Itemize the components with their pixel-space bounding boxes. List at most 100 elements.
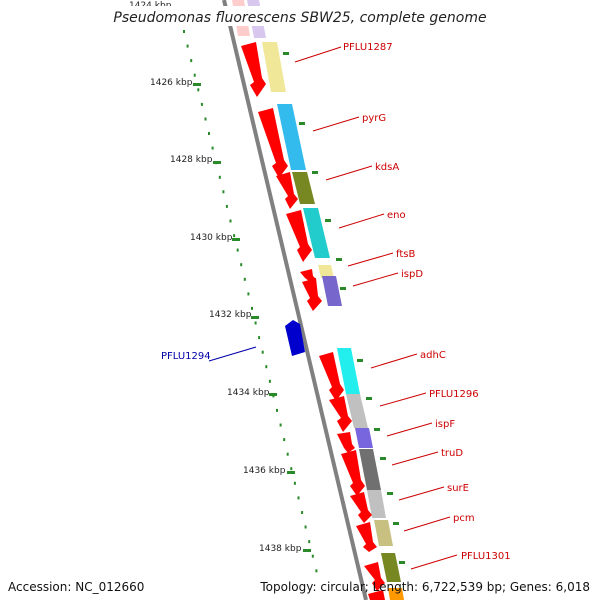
tick-dot [268,379,271,383]
tick-mark [232,238,240,241]
tick-dot [247,292,250,296]
cds-arrow-truD[interactable] [341,450,365,496]
cds-arrow-PFLU1294[interactable] [285,320,305,356]
callout-line [370,353,418,369]
tick-dot [301,511,304,514]
tick-mark [336,258,342,261]
forward-cds-track [232,0,385,600]
cds-arrow-surE[interactable] [350,492,372,523]
cog-band [381,553,401,582]
cds-arrow-PFLU1287[interactable] [241,42,266,97]
cds-arrow-ftsB[interactable] [300,269,316,281]
gene-label-surE[interactable]: surE [447,483,469,494]
cds-arrow-eno[interactable] [286,210,312,262]
tick-dot [293,481,296,485]
cds-arrow-pcm[interactable] [356,522,377,552]
cog-band [318,265,334,278]
tick-dot [208,132,210,135]
tick-dot [200,102,203,106]
gene-label-kdsA[interactable]: kdsA [375,162,399,173]
gene-label-PFLU1296[interactable]: PFLU1296 [429,389,479,400]
callout-line [410,554,458,570]
tick-mark [325,219,331,222]
title-block: Pseudomonas fluorescens SBW25, complete … [110,6,490,26]
tick-dot [254,321,257,325]
gene-label-eno[interactable]: eno [387,210,406,221]
cog-band [346,394,368,428]
tick-mark [283,52,289,55]
gene-label-PFLU1287[interactable]: PFLU1287 [343,42,393,53]
cds-arrow-ispF[interactable] [337,432,355,453]
tick-mark [251,316,259,319]
tick-dot [186,44,189,48]
cds-arrow-ispD[interactable] [302,278,322,311]
gene-label-PFLU1294[interactable]: PFLU1294 [161,351,211,362]
tick-dot [190,59,193,63]
callout-line [347,252,394,267]
tick-dot [204,117,207,121]
callout-line [403,516,451,532]
callout-line [312,116,360,132]
callout-line [398,486,445,501]
reverse-cds-track [285,320,305,356]
tick-mark [299,122,305,125]
cds-arrow-kdsA[interactable] [276,172,298,209]
tick-dot [218,175,221,179]
callout-line [391,451,439,466]
tick-dot [297,496,300,500]
gene-label-adhC[interactable]: adhC [420,350,446,361]
topology-text: Topology: circular; Length: 6,722,539 bp… [260,580,590,594]
tick-dot [315,569,318,573]
tick-dot [243,277,246,281]
gene-label-pcm[interactable]: pcm [453,513,475,524]
tick-mark [287,471,295,474]
tick-label: 1434 kbp [227,388,270,398]
accession-text: Accession: NC_012660 [8,580,145,594]
cog-band [367,490,386,518]
gene-label-ispD[interactable]: ispD [401,269,423,280]
gene-label-ispF[interactable]: ispF [435,419,455,430]
cds-arrow-adhC[interactable] [319,352,344,401]
tick-dot [304,525,307,529]
tick-mark [380,457,386,460]
tick-mark [387,492,393,495]
cog-band [337,348,360,394]
tick-dot [265,365,268,369]
tick-mark [393,522,399,525]
cds-arrow-PFLU1301[interactable] [364,562,385,591]
callout-line [294,46,342,63]
gene-label-pyrG[interactable]: pyrG [362,113,386,124]
tick-mark [374,428,380,431]
cds-arrow-partial [368,590,385,600]
tick-dot [183,30,185,33]
cog-band [292,172,315,204]
gene-label-truD[interactable]: truD [441,448,463,459]
callout-line [325,165,373,181]
tick-dot [279,423,282,427]
cog-band [322,276,342,306]
tick-label: 1438 kbp [259,544,302,554]
tick-dot [225,204,228,208]
cds-arrow-pyrG[interactable] [258,108,288,178]
gene-label-ftsB[interactable]: ftsB [396,249,415,260]
tick-mark [213,161,221,164]
title-background [110,6,490,26]
cog-band [359,449,381,490]
cds-arrow-PFLU1296[interactable] [329,396,352,432]
tick-dot [261,350,264,354]
callout-line [208,346,257,362]
tick-dot [193,73,196,77]
cog-band [277,104,306,170]
tick-dot [222,190,225,194]
cog-band [388,588,404,600]
cog-band [303,208,330,258]
callout-line [352,272,399,287]
tick-dot [229,219,232,223]
gene-label-PFLU1301[interactable]: PFLU1301 [461,551,511,562]
cog-track [247,0,404,600]
tick-mark [340,287,346,290]
tick-label: 1430 kbp [190,233,233,243]
tick-dot [276,408,278,412]
tick-dot [286,452,289,456]
